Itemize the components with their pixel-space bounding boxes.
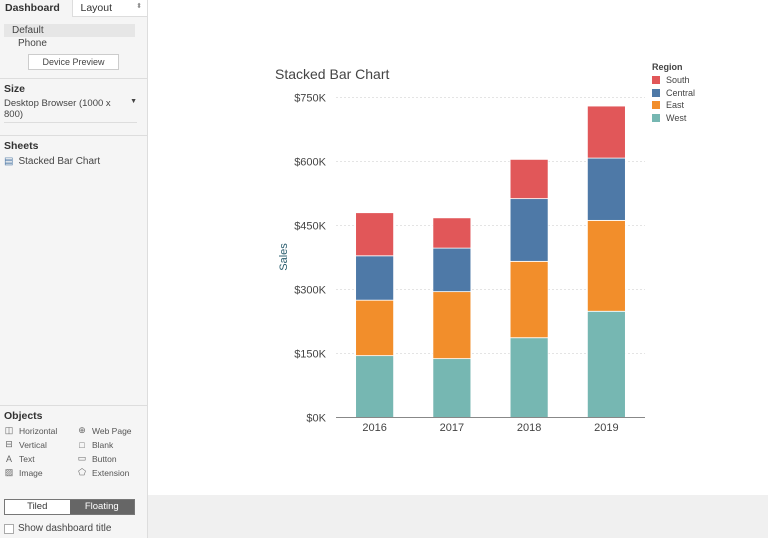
bar-west-2018[interactable] [509, 337, 549, 418]
objects-title: Objects [4, 410, 43, 422]
object-blank[interactable]: □ Blank [77, 439, 147, 450]
x-tick-label: 2019 [594, 422, 618, 434]
size-dropdown[interactable]: Desktop Browser (1000 x 800) ▼ [4, 98, 137, 123]
object-label: Extension [92, 467, 130, 478]
image-icon: ▨ [4, 467, 14, 477]
y-tick-label: $750K [294, 93, 326, 105]
bar-west-2019[interactable] [586, 310, 626, 418]
blank-icon: □ [79, 439, 85, 450]
legend-label: South [666, 75, 690, 86]
legend: Region South Central East West [652, 62, 695, 124]
object-label: Web Page [92, 425, 132, 436]
bar-west-2017[interactable] [432, 358, 472, 418]
bar-central-2016[interactable] [355, 255, 395, 301]
text-icon: A [5, 453, 12, 464]
object-horizontal[interactable]: ◫ Horizontal [4, 425, 77, 436]
legend-label: Central [666, 87, 696, 98]
x-tick-label: 2017 [440, 422, 464, 434]
object-label: Blank [92, 439, 114, 450]
legend-item-east[interactable]: East [652, 99, 695, 112]
object-label: Horizontal [19, 425, 58, 436]
legend-swatch [652, 113, 660, 122]
bar-south-2017[interactable] [432, 217, 472, 249]
tiled-button[interactable]: Tiled [5, 500, 70, 514]
y-tick-label: $600K [294, 157, 326, 169]
dropdown-arrow-icon: ▼ [130, 98, 137, 105]
legend-label: West [666, 112, 687, 123]
bar-south-2018[interactable] [509, 158, 549, 200]
legend-swatch [652, 88, 660, 97]
button-icon: ▭ [77, 453, 87, 463]
bar-central-2017[interactable] [432, 247, 472, 293]
y-tick-label: $150K [294, 349, 326, 361]
y-axis-label: Sales [278, 243, 290, 271]
dashboard-panel: Dashboard Layout ⬍ Default Phone Device P… [0, 0, 148, 538]
tab-dashboard[interactable]: Dashboard [0, 0, 72, 17]
sheet-item[interactable]: ▤ Stacked Bar Chart [4, 156, 143, 167]
worksheet-icon: ▤ [4, 156, 14, 167]
show-title-label: Show dashboard title [18, 523, 112, 534]
object-image[interactable]: ▨ Image [4, 467, 77, 478]
y-tick-label: $0K [306, 413, 326, 425]
tab-layout[interactable]: Layout ⬍ [71, 0, 147, 17]
object-label: Text [19, 453, 35, 464]
size-value: Desktop Browser (1000 x 800) [4, 98, 111, 120]
horizontal-icon: ◫ [4, 425, 14, 435]
layout-mode-toggle: Tiled Floating [4, 499, 135, 515]
sort-icon: ⬍ [136, 3, 142, 10]
sheets-title: Sheets [4, 140, 39, 152]
show-title-checkbox[interactable]: Show dashboard title [4, 523, 111, 534]
sheet-label: Stacked Bar Chart [18, 156, 101, 167]
device-preview-button[interactable]: Device Preview [28, 54, 119, 70]
device-default[interactable]: Default [4, 24, 135, 37]
extension-icon: ⬠ [78, 467, 86, 477]
legend-title: Region [652, 62, 683, 72]
object-label: Image [19, 467, 43, 478]
bar-central-2019[interactable] [586, 157, 626, 221]
object-text[interactable]: A Text [4, 453, 77, 464]
floating-button[interactable]: Floating [69, 500, 134, 514]
globe-icon: ⊕ [78, 425, 86, 435]
x-tick-label: 2016 [362, 422, 386, 434]
object-label: Vertical [19, 439, 47, 450]
legend-swatch [652, 101, 660, 110]
stacked-bar-chart: Stacked Bar Chart $0K $150K $300K $450K $600K… [275, 66, 645, 434]
bar-west-2016[interactable] [355, 355, 395, 418]
bar-east-2016[interactable] [355, 299, 395, 357]
bar-south-2016[interactable] [355, 212, 395, 257]
y-tick-label: $450K [294, 221, 326, 233]
size-title: Size [4, 83, 26, 95]
legend-swatch [652, 76, 660, 85]
legend-item-central[interactable]: Central [652, 87, 695, 100]
object-label: Button [92, 453, 117, 464]
checkbox[interactable] [4, 523, 14, 534]
bar-south-2019[interactable] [586, 105, 626, 159]
legend-label: East [666, 100, 685, 111]
y-tick-label: $300K [294, 285, 326, 297]
bar-east-2018[interactable] [509, 260, 549, 339]
legend-item-south[interactable]: South [652, 74, 695, 87]
bar-east-2017[interactable] [432, 291, 472, 360]
object-web-page[interactable]: ⊕ Web Page [77, 425, 147, 436]
object-button[interactable]: ▭ Button [77, 453, 147, 464]
bar-central-2018[interactable] [509, 198, 549, 262]
object-extension[interactable]: ⬠ Extension [77, 467, 147, 478]
device-phone[interactable]: Phone [18, 38, 47, 49]
canvas-bottom-area [148, 495, 768, 538]
chart-title: Stacked Bar Chart [275, 66, 389, 82]
bar-east-2019[interactable] [586, 219, 626, 312]
tab-layout-label: Layout [80, 2, 113, 14]
x-tick-label: 2018 [517, 422, 541, 434]
legend-item-west[interactable]: West [652, 112, 695, 125]
vertical-icon: ⊟ [5, 439, 13, 449]
object-vertical[interactable]: ⊟ Vertical [4, 439, 77, 450]
